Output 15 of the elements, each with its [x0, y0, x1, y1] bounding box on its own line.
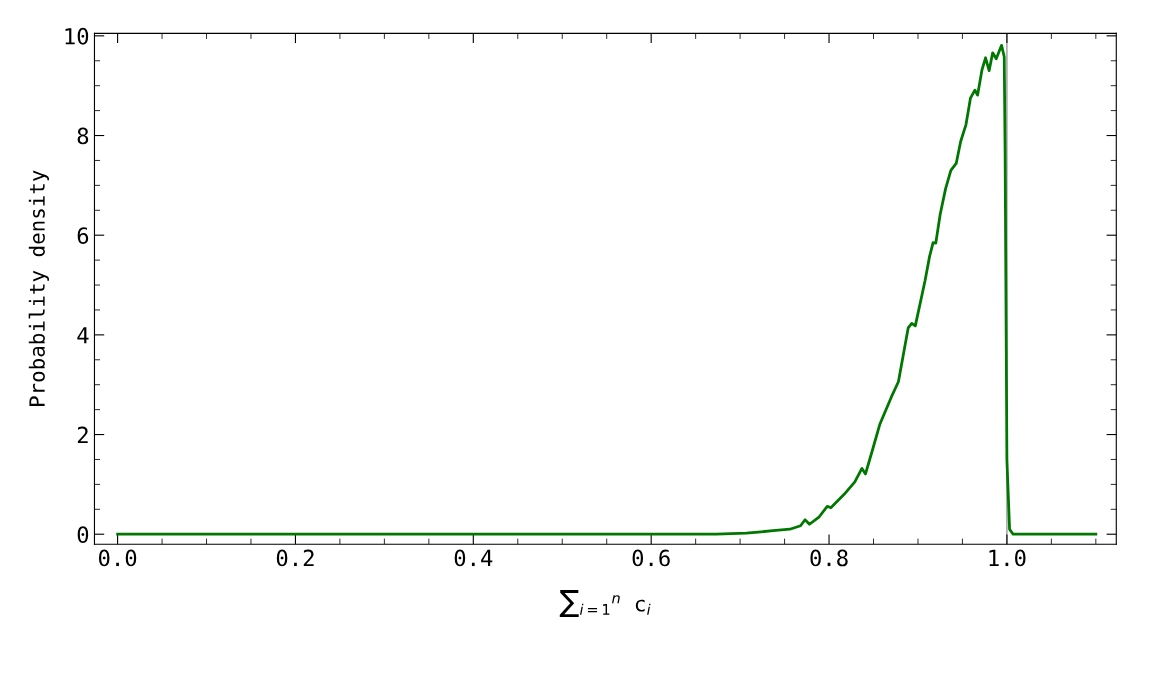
x-tick-label: 0.8 [810, 549, 848, 567]
line-series [116, 43, 1098, 536]
x-tick-label: 0.2 [276, 549, 314, 567]
y-tick-label: 2 [77, 426, 88, 444]
x-tick-label: 0.6 [632, 549, 670, 567]
y-tick-label: 8 [77, 127, 89, 145]
x-tick-label: 0.0 [98, 549, 137, 567]
y-tick-label: 4 [77, 327, 89, 344]
y-tick-label: 6 [77, 227, 89, 245]
x-tick-label: 0.4 [454, 549, 493, 567]
x-axis-title: ∑$_{i=1}$$^{n}$ c$_{i}$ [559, 590, 651, 617]
x-tick-label: 1.0 [989, 549, 1026, 567]
y-axis-title: Probability density [28, 170, 49, 406]
y-tick-label: 0 [77, 526, 89, 544]
y-tick-label: 10 [65, 27, 89, 45]
